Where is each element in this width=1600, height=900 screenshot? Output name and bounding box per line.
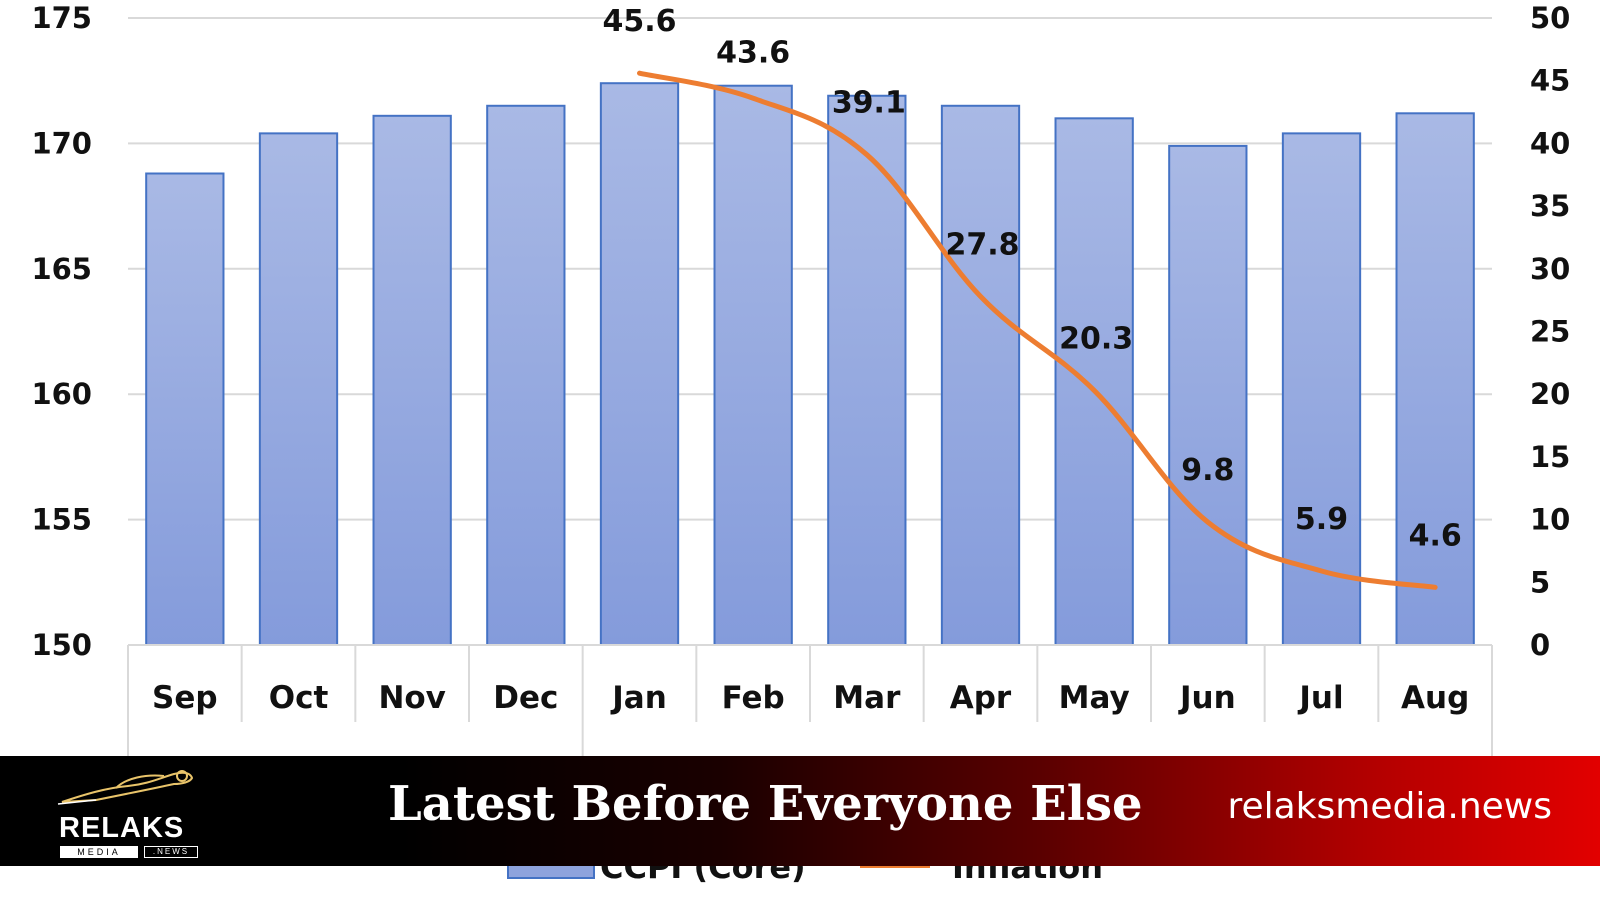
x-tick-label: Jan [610,680,667,716]
x-tick-label: Jul [1297,680,1343,716]
footer-banner: RELAKS MEDIA .NEWS Latest Before Everyon… [0,756,1600,866]
banner-site-link[interactable]: relaksmedia.news [1227,786,1552,827]
relaks-logo[interactable]: RELAKS MEDIA .NEWS [56,764,204,860]
y-tick-label: 160 [31,377,92,411]
inflation-data-label: 39.1 [832,86,906,121]
x-tick-label: Aug [1401,680,1469,716]
bar-jun [1168,144,1248,647]
banner-tagline: Latest Before Everyone Else [388,776,1143,832]
y-tick-label: 150 [31,628,92,662]
y2-tick-label: 40 [1530,126,1570,160]
data-labels: 45.6 43.6 39.1 27.8 20.3 9.8 5.9 4.6 [602,4,1461,553]
line-series [637,70,1438,590]
bar-oct [258,132,339,646]
inflation-data-label: 5.9 [1295,502,1348,537]
x-axis: Sep Oct Nov Dec Jan Feb Mar Apr May Jun Jul Aug [127,644,1493,756]
y-tick-label: 170 [31,126,92,160]
inflation-data-label: 43.6 [716,35,790,70]
y2-tick-label: 35 [1530,189,1570,223]
y2-tick-label: 50 [1530,1,1570,35]
bar-mar [827,94,907,647]
logo-media-tag: MEDIA [60,846,138,858]
y2-tick-label: 30 [1530,252,1570,286]
bar-feb [713,84,793,646]
bar-may [1054,117,1134,646]
bar-dec [486,104,566,646]
x-tick-label: Sep [152,680,218,716]
x-tick-label: May [1059,680,1130,716]
y-tick-label: 165 [31,252,92,286]
inflation-data-label: 27.8 [945,227,1019,262]
logo-wordmark: RELAKS [59,812,185,844]
inflation-data-label: 45.6 [602,4,676,39]
y2-tick-label: 10 [1530,503,1570,537]
bar-apr [940,104,1021,646]
inflation-data-label: 20.3 [1059,321,1133,356]
bar-jan [599,82,680,646]
bar-aug [1395,112,1475,646]
inflation-line [637,70,1438,590]
y2-tick-label: 45 [1530,64,1570,98]
bar-nov [372,114,452,646]
y2-tick-label: 15 [1530,440,1570,474]
x-tick-label: Feb [722,680,785,716]
y-tick-label: 175 [31,1,92,35]
x-tick-label: Apr [950,680,1012,716]
y2-tick-label: 0 [1530,628,1550,662]
x-tick-label: Oct [269,680,329,716]
y2-tick-label: 5 [1530,565,1550,599]
inflation-data-label: 4.6 [1409,518,1462,553]
inflation-data-label: 9.8 [1181,453,1234,488]
x-tick-label: Jun [1178,680,1236,716]
bar-sep [145,172,225,646]
x-tick-label: Mar [833,680,901,716]
y2-tick-label: 20 [1530,377,1570,411]
car-sketch-icon [57,770,194,805]
y2-tick-label: 25 [1530,315,1570,349]
bar-jul [1281,132,1362,646]
logo-news-tag: .NEWS [144,846,198,858]
y-tick-label: 155 [31,503,92,537]
y-axis-right: 0 5 10 15 20 25 30 35 40 45 50 [1530,1,1570,662]
y-axis-left: 150 155 160 165 170 175 [31,1,92,662]
x-tick-label: Dec [493,680,558,716]
x-tick-label: Nov [378,680,445,716]
bar-series [145,82,1475,647]
